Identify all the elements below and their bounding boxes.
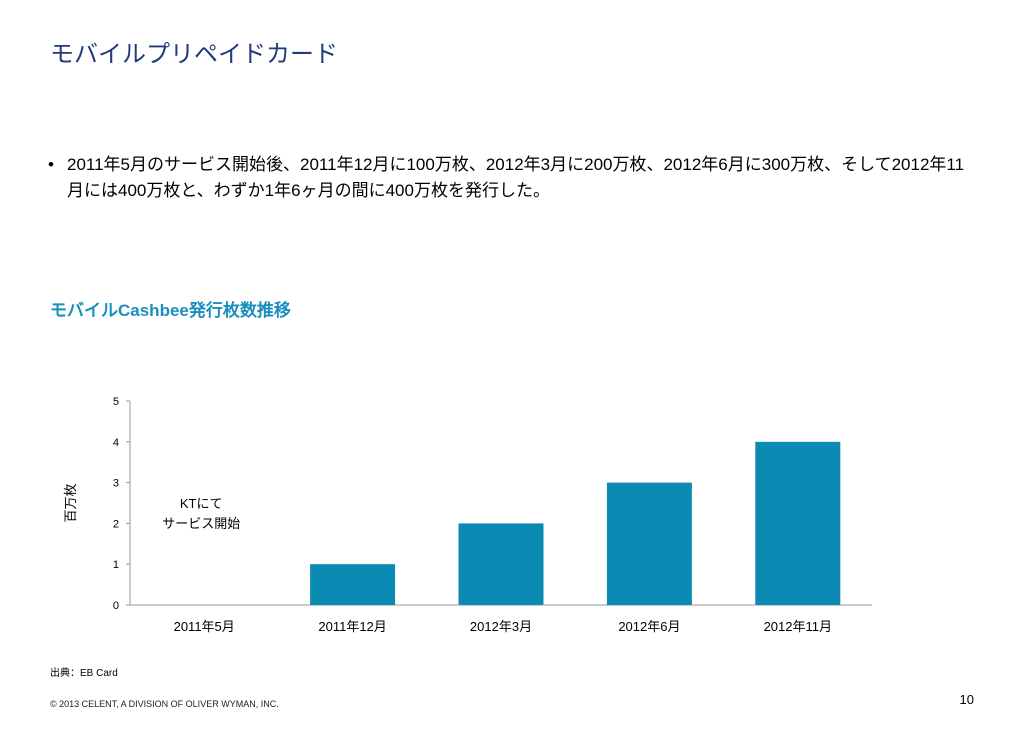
y-tick-label: 2 <box>113 518 119 530</box>
slide-title: モバイルプリペイドカード <box>50 41 338 68</box>
chart-title: モバイルCashbee発行枚数推移 <box>50 301 291 320</box>
x-tick-label: 2012年11月 <box>764 619 832 634</box>
y-tick-label: 4 <box>113 437 119 449</box>
x-tick-label: 2012年6月 <box>618 619 680 634</box>
x-tick-label: 2011年12月 <box>318 619 386 634</box>
bar <box>458 523 544 605</box>
page-number: 10 <box>959 692 974 707</box>
bullet-list: • 2011年5月のサービス開始後、2011年12月に100万枚、2012年3月… <box>48 152 978 204</box>
x-tick-label: 2012年3月 <box>470 619 532 634</box>
bullet-marker: • <box>48 155 54 174</box>
chart-annotation: サービス開始 <box>162 516 240 531</box>
bullet-text: 2011年5月のサービス開始後、2011年12月に100万枚、2012年3月に2… <box>67 155 965 200</box>
bar <box>755 441 841 605</box>
chart-annotation: KTにて <box>180 496 223 511</box>
y-tick-label: 5 <box>113 396 119 408</box>
y-tick-label: 1 <box>113 559 119 571</box>
y-axis-label: 百万枚 <box>63 483 78 522</box>
bar-chart: 0 1 2 3 4 5 百万枚 2011年5月 2011年12月 2012年3月 2012年6月 20… <box>63 396 872 634</box>
copyright: © 2013 CELENT, A DIVISION OF OLIVER WYMA… <box>50 699 279 709</box>
bar <box>310 564 396 605</box>
source-note: 出典：EB Card <box>50 668 118 679</box>
y-tick-label: 0 <box>113 600 119 612</box>
y-tick-label: 3 <box>113 478 119 490</box>
bar <box>606 482 692 605</box>
x-tick-label: 2011年5月 <box>174 619 235 634</box>
